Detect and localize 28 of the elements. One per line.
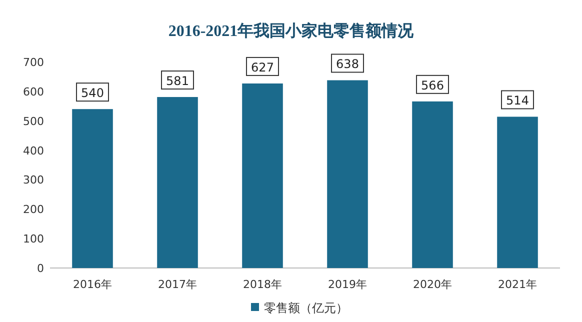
x-tick-label: 2020年 xyxy=(413,278,452,291)
legend-label: 零售额（亿元） xyxy=(264,301,348,315)
bar xyxy=(412,101,453,268)
y-tick-label: 300 xyxy=(23,174,44,187)
bar xyxy=(497,116,538,268)
bar xyxy=(327,80,368,268)
data-label: 540 xyxy=(81,86,104,100)
data-label: 514 xyxy=(506,94,529,108)
chart-title: 2016-2021年我国小家电零售额情况 xyxy=(168,21,415,40)
data-label: 638 xyxy=(336,57,359,72)
bar xyxy=(157,97,198,268)
bar xyxy=(72,109,113,268)
x-tick-label: 2018年 xyxy=(243,278,282,291)
bar xyxy=(242,83,283,268)
x-tick-label: 2016年 xyxy=(73,278,112,291)
y-tick-label: 700 xyxy=(23,56,44,69)
y-tick-label: 500 xyxy=(23,114,44,128)
y-tick-label: 600 xyxy=(23,85,44,98)
data-label: 566 xyxy=(421,78,444,92)
y-tick-label: 200 xyxy=(23,203,44,216)
data-label: 581 xyxy=(166,74,189,88)
x-tick-label: 2017年 xyxy=(158,278,197,291)
x-tick-label: 2019年 xyxy=(328,278,367,291)
y-tick-label: 400 xyxy=(23,144,44,158)
x-tick-label: 2021年 xyxy=(498,278,537,291)
y-tick-label: 0 xyxy=(37,262,44,275)
data-label: 627 xyxy=(251,60,274,74)
y-tick-label: 100 xyxy=(23,232,44,246)
